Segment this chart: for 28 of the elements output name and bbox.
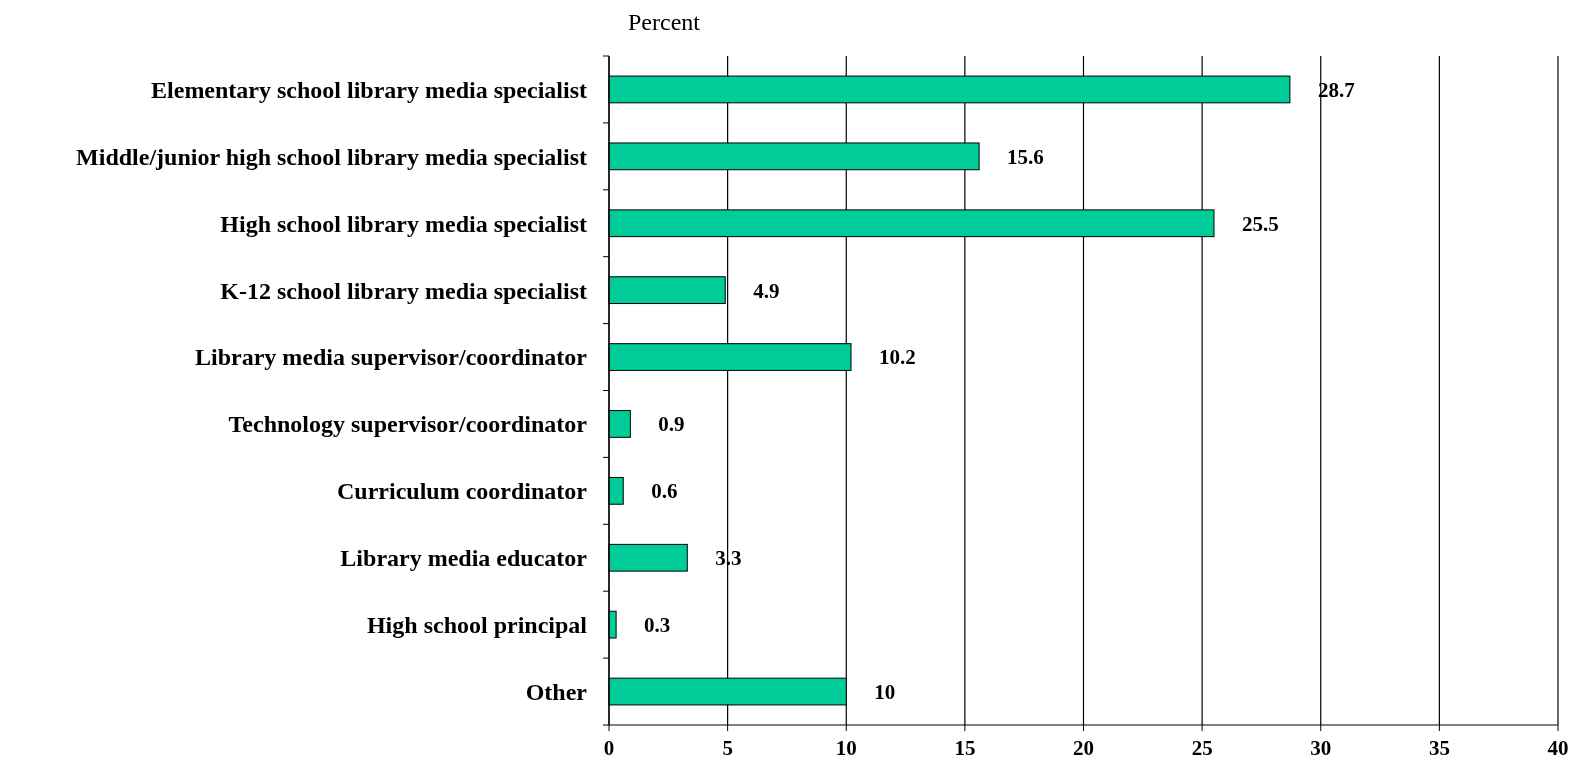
data-label: 10.2 <box>878 345 916 370</box>
y-tick-label: K-12 school library media specialist <box>220 277 587 304</box>
y-tick-label: High school principal <box>366 612 588 639</box>
data-label: 15.6 <box>1007 144 1044 169</box>
x-tick-label: 0 <box>603 736 615 760</box>
x-tick-label: 10 <box>835 736 857 760</box>
x-tick-label: 35 <box>1428 736 1450 760</box>
data-label: 10 <box>874 679 896 704</box>
data-label: 0.9 <box>658 412 685 437</box>
y-tick-label: Curriculum coordinator <box>337 478 588 505</box>
y-tick-label: Elementary school library media specialist <box>151 76 587 103</box>
data-label: 25.5 <box>1241 211 1279 236</box>
x-axis-title: Percent <box>628 9 701 35</box>
y-tick-label: Library media educator <box>340 545 588 572</box>
y-tick-label: Technology supervisor/coordinator <box>228 411 588 438</box>
x-tick-label: 5 <box>722 736 733 760</box>
data-label: 0.3 <box>644 613 671 637</box>
y-tick-label: Middle/junior high school library media specialist <box>76 143 587 170</box>
x-tick-label: 20 <box>1073 736 1094 760</box>
x-tick-label: 40 <box>1547 736 1569 760</box>
x-tick-label: 15 <box>954 736 976 760</box>
data-label: 0.6 <box>651 479 678 504</box>
data-label: 4.9 <box>753 278 780 303</box>
y-tick-label: High school library media specialist <box>220 210 587 237</box>
y-tick-label: Library media supervisor/coordinator <box>195 344 588 371</box>
y-tick-label: Other <box>525 678 588 705</box>
x-tick-label: 30 <box>1310 736 1332 760</box>
x-tick-label: 25 <box>1191 736 1213 760</box>
